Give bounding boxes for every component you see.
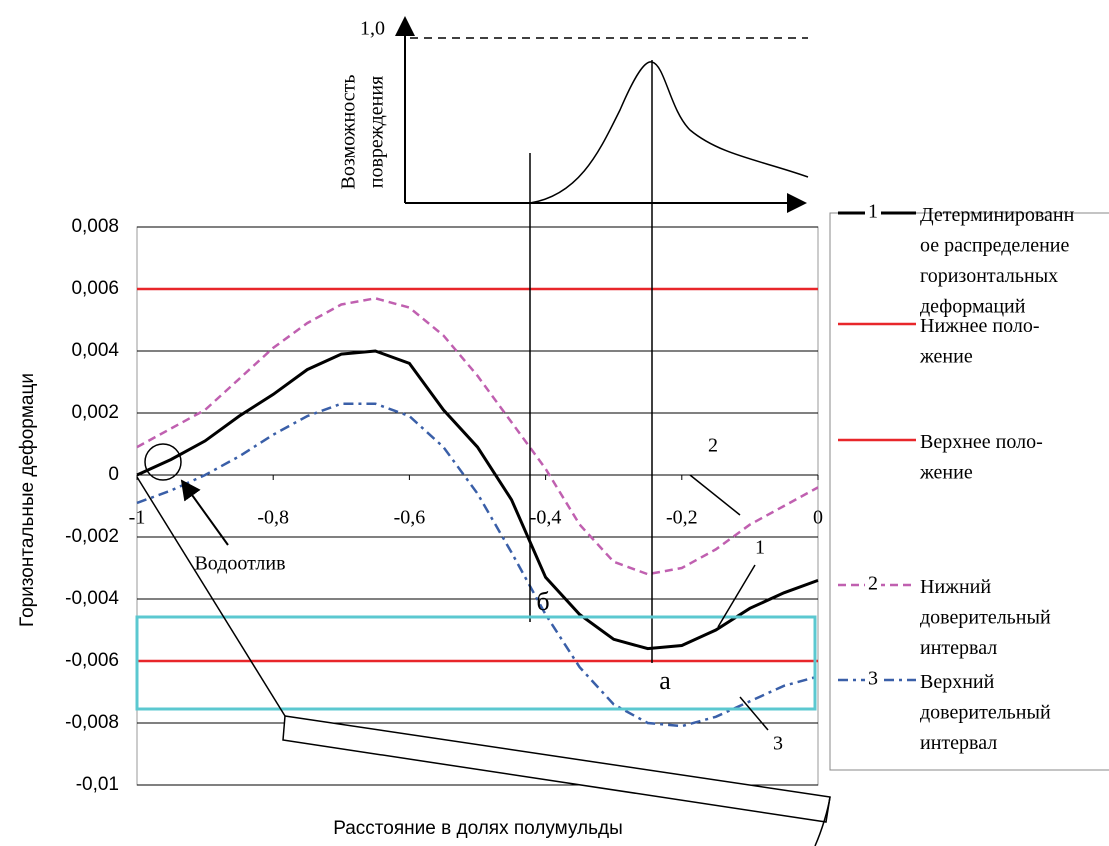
series-line	[136, 297, 819, 576]
arrow	[180, 479, 229, 546]
inset-y-label: Возможность	[338, 75, 360, 190]
legend-label: Верхнее поло-жение	[919, 431, 1043, 484]
highlight-box	[135, 615, 817, 711]
callout-line	[717, 564, 756, 628]
inset-y-label: повреждения	[366, 76, 388, 189]
y-tick-label: 0,004	[71, 340, 119, 361]
legend-label: Нижний доверительный интервал	[920, 576, 1051, 659]
series-line	[136, 349, 819, 651]
y-tick-label: 0	[108, 464, 119, 485]
y-tick-label: -0,002	[65, 526, 119, 547]
x-tick-label: -0,2	[666, 507, 698, 529]
y-tick-label: 0,002	[71, 402, 119, 423]
callout-line	[814, 796, 831, 846]
legend-label: Верхний доверительный интервал	[920, 671, 1051, 754]
legend-label: Нижнее поло-жение	[919, 315, 1040, 368]
y-tick-label: 0,006	[71, 278, 119, 299]
legend-swatch-bg	[865, 202, 881, 224]
legend-swatch-bg	[865, 574, 881, 596]
callout-line	[136, 476, 286, 717]
y-tick-label: 0,008	[71, 216, 119, 237]
callout-line	[689, 474, 741, 516]
x-tick-label: -0,8	[257, 507, 289, 529]
callout-box	[282, 715, 831, 823]
legend-marker-label: 3	[868, 668, 878, 690]
plot-area: -0,01 -0,008 -0,006 -0,004 -0,002 0 0,002 0,004…	[65, 216, 823, 795]
legend-marker-label: 1	[868, 201, 878, 223]
y-tick-label: -0,01	[76, 774, 119, 795]
legend-marker-label: 2	[868, 573, 878, 595]
annotation: б	[536, 587, 549, 616]
inset-curve	[529, 61, 809, 204]
y-tick-label: -0,004	[65, 588, 119, 609]
annotation: 3	[773, 733, 783, 755]
x-tick-label: -0,4	[530, 507, 562, 529]
annotation: Водоотлив	[194, 553, 285, 575]
x-axis-label: Расстояние в долях полумульды	[333, 818, 623, 839]
plot-border	[136, 226, 819, 786]
annotation: 2	[708, 435, 718, 457]
marker-circle	[144, 443, 182, 481]
inset-tick-label: 1,0	[360, 18, 385, 40]
y-axis-label: Горизонтальные деформаци	[17, 373, 38, 627]
x-tick-label: 0	[813, 507, 823, 529]
callout-line	[739, 696, 769, 731]
x-tick-label: -1	[129, 507, 146, 529]
annotation: а	[659, 666, 671, 695]
legend-swatch-bg	[865, 669, 881, 691]
y-tick-label: -0,008	[65, 712, 119, 733]
annotation: 1	[755, 537, 765, 559]
x-tick-label: -0,6	[394, 507, 426, 529]
y-tick-label: -0,006	[65, 650, 119, 671]
legend-label: Детерминированн ое распределение горизонта…	[920, 204, 1075, 318]
